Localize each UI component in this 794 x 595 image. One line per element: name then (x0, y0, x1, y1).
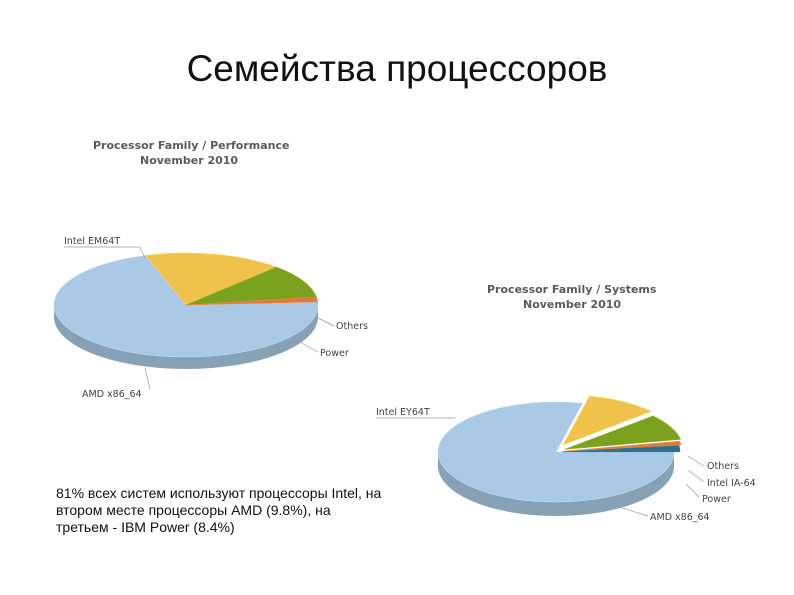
pie-slice (144, 252, 278, 306)
pie-slice (564, 415, 682, 450)
slice-label: Intel EM64T (64, 236, 120, 247)
pie-slice (53, 255, 319, 358)
pie-slice-side (54, 305, 318, 369)
slice-label: Intel IA-64 (707, 478, 756, 489)
pie-slice (562, 395, 652, 446)
slide-title: Семейства процессоров (186, 48, 608, 89)
pie-slices (53, 252, 319, 369)
slice-label: Intel EY64T (376, 407, 430, 418)
slice-label: Others (336, 321, 368, 332)
slice-label: AMD x86_64 (650, 512, 710, 523)
caption-text: 81% всех систем используют процессоры In… (56, 485, 382, 535)
pie-slices (437, 395, 682, 516)
slice-label: AMD x86_64 (82, 389, 142, 400)
pie-slice (563, 440, 682, 452)
pie-slice (185, 266, 317, 306)
slice-label: Power (320, 348, 349, 359)
chart-title: Processor Family / Systems (487, 283, 657, 296)
slice-labels: Intel EM64T Others Power AMD x86_64 (64, 236, 368, 400)
pie-slice-side (438, 452, 674, 516)
chart-title: Processor Family / Performance (93, 139, 290, 152)
pie-slice (437, 401, 675, 503)
pie-slice (561, 445, 681, 453)
chart-subtitle: November 2010 (523, 298, 621, 311)
chart-subtitle: November 2010 (140, 154, 238, 167)
slice-label: Power (702, 494, 731, 505)
slice-label: Others (707, 461, 739, 472)
slice-labels: Intel EY64T Others Intel IA-64 Power AMD… (376, 407, 756, 523)
pie-slice (185, 296, 319, 306)
